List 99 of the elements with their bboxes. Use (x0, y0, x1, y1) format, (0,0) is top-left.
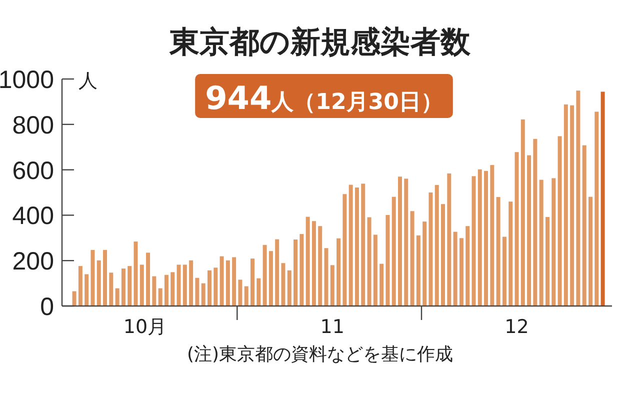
bar (428, 192, 433, 306)
bar (121, 268, 126, 306)
y-tick-label: 200 (12, 248, 54, 276)
bar (207, 270, 212, 306)
bar (447, 173, 452, 306)
bar (268, 251, 273, 306)
bar (434, 185, 439, 306)
y-tick-label: 600 (12, 156, 54, 185)
bar (539, 180, 544, 306)
bar (478, 169, 482, 306)
bar (588, 196, 592, 306)
x-tick-label: 11 (320, 316, 344, 338)
bar (220, 256, 224, 306)
bar (330, 265, 334, 306)
bar (496, 197, 500, 306)
bar (84, 274, 89, 306)
bar (128, 266, 132, 306)
bar (367, 217, 372, 306)
bar (342, 194, 347, 306)
bar (380, 264, 384, 306)
bar (78, 266, 82, 306)
bar (250, 258, 254, 306)
x-tick-label: 10月 (123, 316, 167, 338)
bar (201, 283, 206, 306)
bar (256, 278, 261, 306)
bar (140, 264, 144, 306)
bar (109, 272, 114, 306)
bar (552, 178, 556, 306)
bar (176, 264, 181, 306)
chart-title: 東京都の新規感染者数 (168, 25, 472, 60)
bar (170, 272, 175, 306)
bar (96, 260, 101, 306)
y-axis-title: 人 (78, 70, 98, 92)
bar (466, 226, 470, 306)
bar (164, 274, 168, 306)
bar (508, 202, 513, 306)
y-tick-label: 800 (12, 111, 54, 140)
bar (238, 280, 242, 306)
x-tick-label: 12 (504, 316, 529, 338)
bar (226, 260, 230, 306)
y-tick-label: 1000 (0, 66, 54, 94)
bar (441, 204, 445, 306)
bar (490, 165, 494, 306)
y-tick-label: 0 (40, 293, 54, 321)
bar (594, 112, 599, 306)
bar (324, 248, 328, 306)
bar (564, 104, 568, 306)
bar (354, 188, 359, 306)
bar (72, 291, 76, 306)
bar (336, 238, 341, 306)
bar (459, 238, 464, 306)
bar (422, 222, 427, 306)
bar (472, 176, 476, 306)
bar (398, 176, 402, 306)
bar (306, 216, 310, 306)
bar (287, 270, 292, 306)
bar (484, 170, 488, 306)
bar (453, 232, 458, 306)
bar (232, 257, 236, 306)
bar (182, 264, 187, 306)
bar (570, 105, 574, 306)
bar (502, 236, 506, 306)
bar (318, 226, 322, 306)
bar (189, 260, 194, 306)
bar (527, 155, 532, 306)
bar (410, 211, 414, 306)
bar (103, 250, 108, 306)
bar (348, 184, 353, 306)
bar (134, 242, 138, 306)
bar (373, 234, 378, 306)
bar (545, 217, 550, 306)
bar (558, 136, 562, 306)
bar (404, 178, 408, 306)
bar (312, 221, 316, 306)
bar (361, 184, 366, 306)
bar (275, 239, 280, 306)
bar (262, 244, 267, 306)
bar (158, 288, 162, 306)
bar (386, 214, 390, 306)
bar (576, 90, 580, 306)
bar (214, 268, 218, 306)
bar (146, 252, 150, 306)
bar (244, 286, 248, 306)
bar (416, 235, 420, 306)
bar (533, 138, 538, 306)
y-tick-label: 400 (12, 202, 54, 230)
bar (294, 239, 298, 306)
bar (90, 250, 95, 306)
text: (注)東京都の資料などを基に作成 (186, 344, 454, 365)
bar (300, 234, 304, 306)
bar (582, 145, 586, 306)
chart-subtitle: 944人（12月30日） (205, 79, 443, 117)
bar (152, 276, 156, 306)
bar (195, 278, 200, 306)
bar (281, 263, 286, 306)
bar (520, 119, 525, 306)
bar (392, 196, 396, 306)
bar (600, 92, 605, 306)
bar (115, 288, 120, 306)
